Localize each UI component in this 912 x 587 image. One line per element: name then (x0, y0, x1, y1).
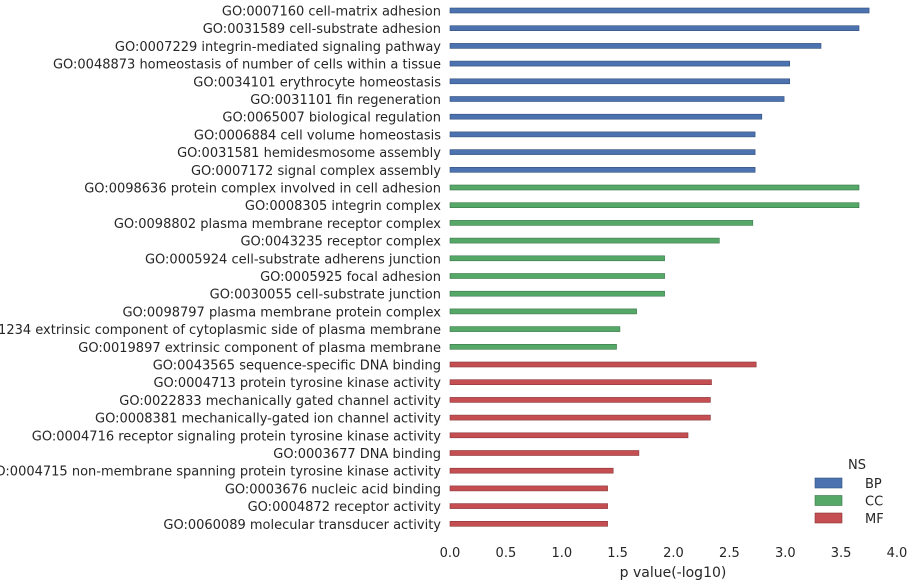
category-label: GO:0004713 protein tyrosine kinase activ… (153, 376, 441, 391)
category-label: GO:0003676 nucleic acid binding (225, 482, 441, 497)
legend-label: CC (865, 495, 883, 510)
bar-mf (449, 485, 608, 492)
x-tick-label: 2.0 (663, 546, 684, 561)
category-label: GO:0048873 homeostasis of number of cell… (53, 58, 441, 73)
bar-bp (449, 96, 785, 102)
legend-label: MF (865, 512, 884, 527)
bar-bp (449, 131, 756, 138)
category-label: GO:0034101 erythrocyte homeostasis (193, 75, 441, 90)
bar-mf (449, 397, 711, 403)
legend-swatch-cc (814, 495, 843, 506)
bar-bp (449, 43, 822, 49)
legend-swatch-bp (814, 477, 843, 489)
x-tick-label: 1.5 (607, 546, 628, 561)
category-label: GO:0060089 molecular transducer activity (163, 518, 441, 533)
bar-cc (449, 237, 720, 244)
legend-swatch-mf (814, 512, 843, 524)
category-label: GO:0003677 DNA binding (273, 447, 441, 462)
category-label: GO:0007160 cell-matrix adhesion (222, 5, 441, 20)
bar-mf (449, 414, 711, 421)
category-label: GO:0004715 non-membrane spanning protein… (0, 465, 441, 480)
bar-bp (449, 7, 870, 14)
bar-mf (449, 503, 608, 509)
x-tick-label: 2.5 (719, 546, 740, 561)
bar-cc (449, 184, 860, 191)
bar-mf (449, 379, 712, 386)
category-label: GO:0008381 mechanically-gated ion channe… (95, 412, 441, 427)
legend-title: NS (848, 458, 866, 473)
category-label: GO:0004872 receptor activity (248, 500, 442, 515)
bar-bp (449, 113, 763, 120)
bar-bp (449, 25, 860, 32)
x-tick-labels: 0.0 0.5 1.0 1.5 2.0 2.5 3.0 3.5 4.0 (440, 546, 908, 561)
category-label: GO:0065007 biological regulation (222, 111, 441, 126)
category-label: GO:0031581 hemidesmosome assembly (177, 146, 441, 161)
category-label: GO:0007229 integrin-mediated signaling p… (115, 40, 441, 55)
bar-mf (449, 467, 614, 474)
bar-cc (449, 308, 637, 315)
bar-bp (449, 167, 756, 173)
category-label: GO:0008305 integrin complex (245, 199, 441, 214)
bar-cc (449, 343, 617, 350)
category-label: GO:0098636 protein complex involved in c… (84, 182, 441, 197)
legend-label: BP (865, 477, 882, 492)
bar-mf (449, 432, 689, 439)
bars-layer (449, 7, 870, 527)
category-label: GO:0007172 signal complex assembly (191, 164, 441, 179)
category-label: GO:0031589 cell-substrate adhesion (203, 22, 441, 37)
x-tick-label: 4.0 (887, 546, 908, 561)
category-label: GO:0019897 extrinsic component of plasma… (78, 341, 441, 356)
category-label: GO:0031101 fin regeneration (250, 93, 441, 108)
category-label: GO:0043235 receptor complex (240, 235, 441, 250)
category-label: GO:0022833 mechanically gated channel ac… (119, 394, 441, 409)
x-tick-label: 1.0 (551, 546, 572, 561)
category-label: GO:0005924 cell-substrate adherens junct… (145, 252, 441, 267)
bar-cc (449, 255, 665, 262)
bar-cc (449, 273, 665, 279)
category-labels: GO:0007160 cell-matrix adhesion GO:003158… (0, 5, 441, 533)
bar-cc (449, 326, 621, 332)
bar-cc (449, 290, 665, 297)
category-label: GO:0098797 plasma membrane protein compl… (122, 305, 441, 320)
category-label: GO:0031234 extrinsic component of cytopl… (0, 323, 441, 338)
x-tick-label: 3.0 (775, 546, 796, 561)
bar-bp (449, 60, 791, 67)
bar-bp (449, 78, 791, 85)
bar-mf (449, 361, 757, 368)
category-label: GO:0030055 cell-substrate junction (210, 288, 441, 303)
bar-cc (449, 202, 860, 208)
x-tick-label: 3.5 (831, 546, 852, 561)
category-label: GO:0098802 plasma membrane receptor comp… (114, 217, 441, 232)
x-tick-label: 0.0 (440, 546, 461, 561)
bar-cc (449, 220, 754, 226)
category-label: GO:0004716 receptor signaling protein ty… (32, 429, 442, 444)
category-label: GO:0043565 sequence-specific DNA binding (153, 359, 441, 374)
bar-bp (449, 149, 756, 155)
category-label: GO:0006884 cell volume homeostasis (194, 128, 441, 143)
x-tick-label: 0.5 (496, 546, 517, 561)
legend: NS BP CC MF (814, 458, 884, 527)
bar-mf (449, 520, 608, 527)
bar-mf (449, 450, 640, 456)
category-label: GO:0005925 focal adhesion (260, 270, 441, 285)
x-axis-label: p value(-log10) (620, 565, 727, 581)
